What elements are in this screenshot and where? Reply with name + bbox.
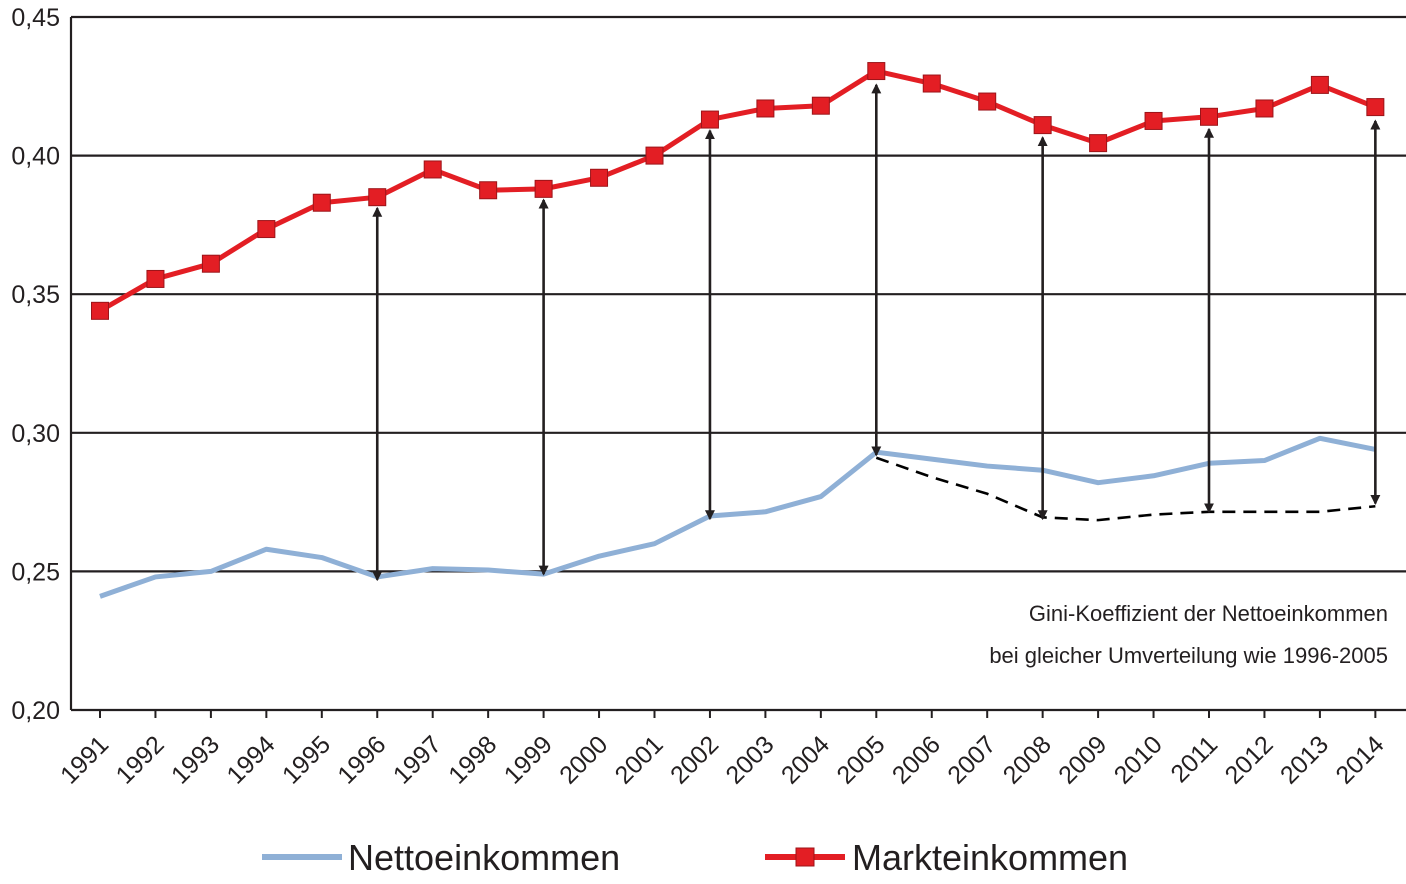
legend-label-nettoeinkommen: Nettoeinkommen xyxy=(348,837,620,878)
annotation: Gini-Koeffizient der Nettoeinkommen bei … xyxy=(989,601,1388,668)
marker-markteinkommen xyxy=(590,168,609,187)
marker-markteinkommen xyxy=(811,96,830,115)
x-tick-label: 2011 xyxy=(1165,730,1223,788)
marker-markteinkommen xyxy=(368,188,387,207)
marker-markteinkommen xyxy=(756,99,775,118)
marker-markteinkommen xyxy=(1255,99,1274,118)
legend-item-nettoeinkommen: Nettoeinkommen xyxy=(262,837,620,878)
y-tick-label: 0,30 xyxy=(11,420,60,448)
series-line-markteinkommen xyxy=(98,68,1377,313)
x-tick-label: 2005 xyxy=(831,730,890,789)
x-tick-label: 2008 xyxy=(998,730,1057,789)
marker-markteinkommen xyxy=(867,62,886,81)
marker-markteinkommen xyxy=(257,220,276,239)
series-layer xyxy=(91,62,1385,599)
marker-markteinkommen xyxy=(1033,116,1052,135)
legend-marker-markteinkommen xyxy=(795,847,815,867)
x-tick-label: 2010 xyxy=(1109,730,1168,789)
marker-markteinkommen xyxy=(479,181,498,200)
marker-markteinkommen xyxy=(201,254,220,273)
x-tick-label: 2012 xyxy=(1220,730,1279,789)
x-tick-label: 1995 xyxy=(277,730,336,789)
x-tick-label: 2013 xyxy=(1275,730,1334,789)
x-tick-label: 2002 xyxy=(665,730,724,789)
x-tick-label: 2003 xyxy=(721,730,780,789)
x-tick-label: 2004 xyxy=(776,730,835,789)
marker-markteinkommen xyxy=(146,269,165,288)
marker-markteinkommen xyxy=(922,74,941,93)
marker-markteinkommen xyxy=(534,179,553,198)
marker-markteinkommen xyxy=(1366,98,1385,117)
y-tick-label: 0,45 xyxy=(11,4,60,32)
marker-markteinkommen xyxy=(700,110,719,129)
marker-markteinkommen xyxy=(978,92,997,111)
x-tick-label: 2006 xyxy=(887,730,946,789)
annotation-line-1: Gini-Koeffizient der Nettoeinkommen xyxy=(1029,601,1388,626)
y-tick-label: 0,35 xyxy=(11,281,60,309)
legend-item-markteinkommen: Markteinkommen xyxy=(765,837,1128,878)
arrow-layer xyxy=(372,83,1381,582)
x-axis: 1991199219931994199519961997199819992000… xyxy=(55,710,1390,790)
legend-label-markteinkommen: Markteinkommen xyxy=(852,837,1128,878)
x-tick-label: 2014 xyxy=(1330,730,1389,789)
x-tick-label: 1996 xyxy=(332,730,391,789)
y-axis: 0,20 0,25 0,30 0,35 0,40 0,45 xyxy=(11,4,73,725)
x-tick-label: 1992 xyxy=(111,730,170,789)
marker-markteinkommen xyxy=(312,193,331,212)
series-line-nettoeinkommen xyxy=(99,435,1376,599)
x-tick-label: 2007 xyxy=(942,730,1001,789)
y-tick-label: 0,20 xyxy=(11,697,60,725)
gridlines xyxy=(71,15,1406,712)
x-tick-label: 2001 xyxy=(610,730,669,789)
x-tick-label: 1993 xyxy=(166,730,225,789)
marker-markteinkommen xyxy=(91,301,109,320)
marker-markteinkommen xyxy=(1089,134,1108,153)
annotation-line-2: bei gleicher Umverteilung wie 1996-2005 xyxy=(989,643,1388,668)
x-tick-label: 2000 xyxy=(554,730,613,789)
x-tick-label: 1991 xyxy=(55,730,114,789)
x-tick-label: 1999 xyxy=(499,730,558,789)
x-tick-label: 2009 xyxy=(1053,730,1112,789)
marker-markteinkommen xyxy=(1310,75,1329,94)
x-tick-label: 1994 xyxy=(221,730,280,789)
legend: Nettoeinkommen Markteinkommen xyxy=(262,837,1128,878)
marker-markteinkommen xyxy=(1144,111,1163,130)
y-tick-label: 0,40 xyxy=(11,143,60,171)
x-tick-label: 1997 xyxy=(388,730,447,789)
series-line-dashed-counterfactual xyxy=(875,456,1376,522)
marker-markteinkommen xyxy=(423,160,442,179)
marker-markteinkommen xyxy=(645,146,664,165)
x-tick-label: 1998 xyxy=(443,730,502,789)
y-tick-label: 0,25 xyxy=(11,558,60,586)
marker-markteinkommen xyxy=(1200,107,1218,126)
